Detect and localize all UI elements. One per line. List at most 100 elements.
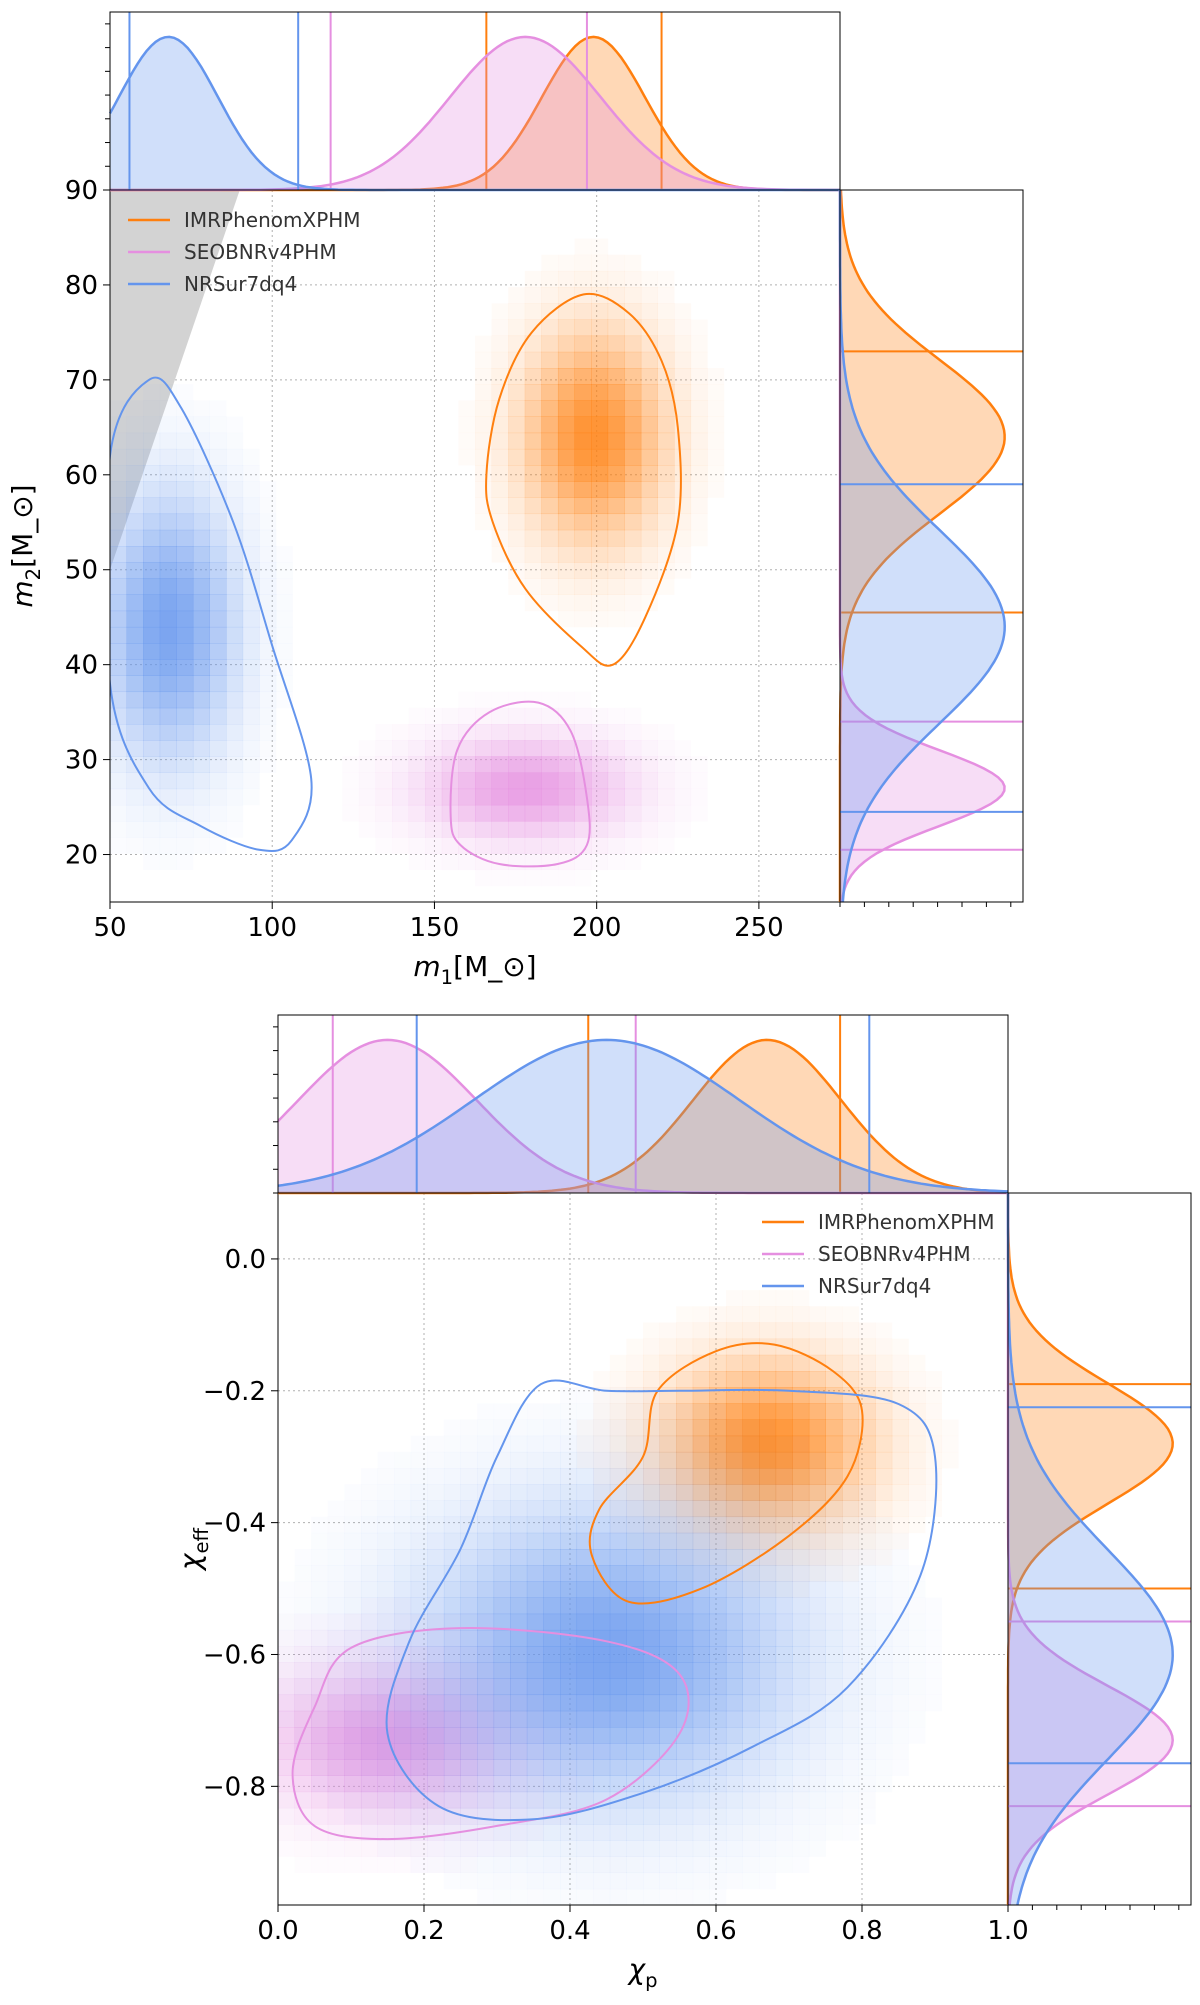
heatmap-cell [192, 740, 210, 757]
heatmap-cell [609, 1468, 627, 1485]
heatmap-cell [344, 1678, 362, 1696]
heatmap-cell [493, 1759, 511, 1776]
heatmap-cell [775, 1306, 793, 1323]
heatmap-cell [709, 1856, 727, 1874]
heatmap-cell [278, 1678, 295, 1696]
heatmap-cell [640, 335, 658, 353]
heatmap-cell [692, 1597, 710, 1615]
heatmap-cell [792, 1791, 810, 1809]
heatmap-cell [676, 1451, 694, 1469]
heatmap-cell [643, 1532, 660, 1550]
heatmap-cell [808, 1484, 826, 1501]
heatmap-cell [626, 1613, 644, 1631]
heatmap-cell [775, 1613, 793, 1631]
heatmap-cell [725, 1516, 743, 1534]
heatmap-cell [441, 772, 459, 790]
heatmap-cell [143, 432, 161, 450]
heatmap-cell [659, 1322, 677, 1340]
heatmap-cell [809, 1452, 826, 1469]
x-tick-label: 0.2 [403, 1916, 444, 1946]
heatmap-cell [709, 1791, 727, 1809]
heatmap-cell [159, 481, 177, 498]
heatmap-cell [692, 1678, 710, 1696]
heatmap-cell [278, 1840, 295, 1857]
heatmap-cell [591, 270, 609, 288]
heatmap-cell [591, 303, 609, 320]
heatmap-cell [709, 1419, 727, 1437]
heatmap-cell [159, 546, 177, 563]
heatmap-cell [327, 1646, 345, 1663]
heatmap-cell [557, 368, 575, 385]
heatmap-cell [508, 740, 526, 757]
heatmap-cell [408, 772, 426, 790]
heatmap-cell [593, 1872, 611, 1890]
heatmap-cell [278, 1678, 295, 1695]
heatmap-cell [593, 1807, 611, 1825]
heatmap-cell [875, 1727, 893, 1744]
heatmap-cell [709, 1322, 727, 1340]
heatmap-cell [477, 1710, 495, 1728]
heatmap-cell [443, 1468, 461, 1485]
heatmap-cell [410, 1549, 428, 1566]
heatmap-cell [607, 513, 625, 531]
heatmap-cell [858, 1775, 876, 1793]
heatmap-cell [311, 1613, 329, 1631]
heatmap-cell [908, 1517, 925, 1534]
heatmap-cell [375, 756, 393, 773]
heatmap-cell [410, 1581, 428, 1598]
heatmap-cell [742, 1629, 760, 1647]
heatmap-cell [491, 448, 509, 466]
heatmap-cell [377, 1824, 395, 1841]
heatmap-cell [609, 1646, 627, 1663]
heatmap-cell [508, 432, 526, 450]
heatmap-cell [192, 804, 210, 822]
heatmap-cell [725, 1646, 743, 1663]
heatmap-cell [692, 1824, 710, 1841]
heatmap-cell [674, 562, 691, 579]
heatmap-cell [609, 1371, 627, 1388]
heatmap-cell [360, 1727, 378, 1744]
heatmap-cell [692, 1468, 710, 1485]
heatmap-cell [360, 1791, 378, 1809]
heatmap-cell [842, 1322, 860, 1340]
heatmap-cell [692, 1500, 710, 1518]
heatmap-cell [676, 1872, 694, 1890]
heatmap-cell [408, 804, 426, 822]
heatmap-cell [709, 1435, 727, 1453]
heatmap-cell [278, 1711, 295, 1728]
heatmap-cell [557, 529, 575, 547]
heatmap-cell [709, 1451, 727, 1469]
heatmap-cell [209, 643, 227, 660]
heatmap-cell [707, 481, 724, 498]
heatmap-cell [609, 1824, 627, 1841]
heatmap-cell [742, 1322, 760, 1340]
heatmap-cell [576, 1435, 594, 1453]
heatmap-cell [709, 1403, 726, 1420]
heatmap-cell [792, 1371, 810, 1388]
heatmap-cell [643, 1824, 660, 1841]
heatmap-cell [875, 1371, 893, 1388]
heatmap-cell [690, 788, 708, 806]
heatmap-cell [759, 1306, 777, 1323]
x-tick-label: 50 [93, 913, 126, 943]
heatmap-cell [709, 1387, 727, 1404]
heatmap-cell [408, 724, 426, 741]
heatmap-cell [624, 788, 642, 806]
heatmap-cell [607, 254, 625, 272]
heatmap-cell [427, 1662, 445, 1679]
heatmap-cell [609, 1888, 627, 1905]
heatmap-cell [126, 578, 144, 595]
heatmap-cell [360, 1516, 378, 1534]
heatmap-cell [626, 1888, 644, 1905]
heatmap-cell [560, 1516, 578, 1534]
heatmap-cell [676, 1597, 694, 1615]
heatmap-cell [707, 368, 724, 385]
heatmap-cell [591, 611, 608, 628]
heatmap-cell [576, 1710, 594, 1728]
heatmap-cell [643, 1872, 660, 1890]
heatmap-cell [626, 1387, 643, 1404]
heatmap-cell [674, 788, 692, 806]
heatmap-cell [560, 1387, 577, 1404]
heatmap-cell [524, 513, 542, 531]
right-marginal-curve-nrsur7dq4 [838, 190, 1006, 903]
